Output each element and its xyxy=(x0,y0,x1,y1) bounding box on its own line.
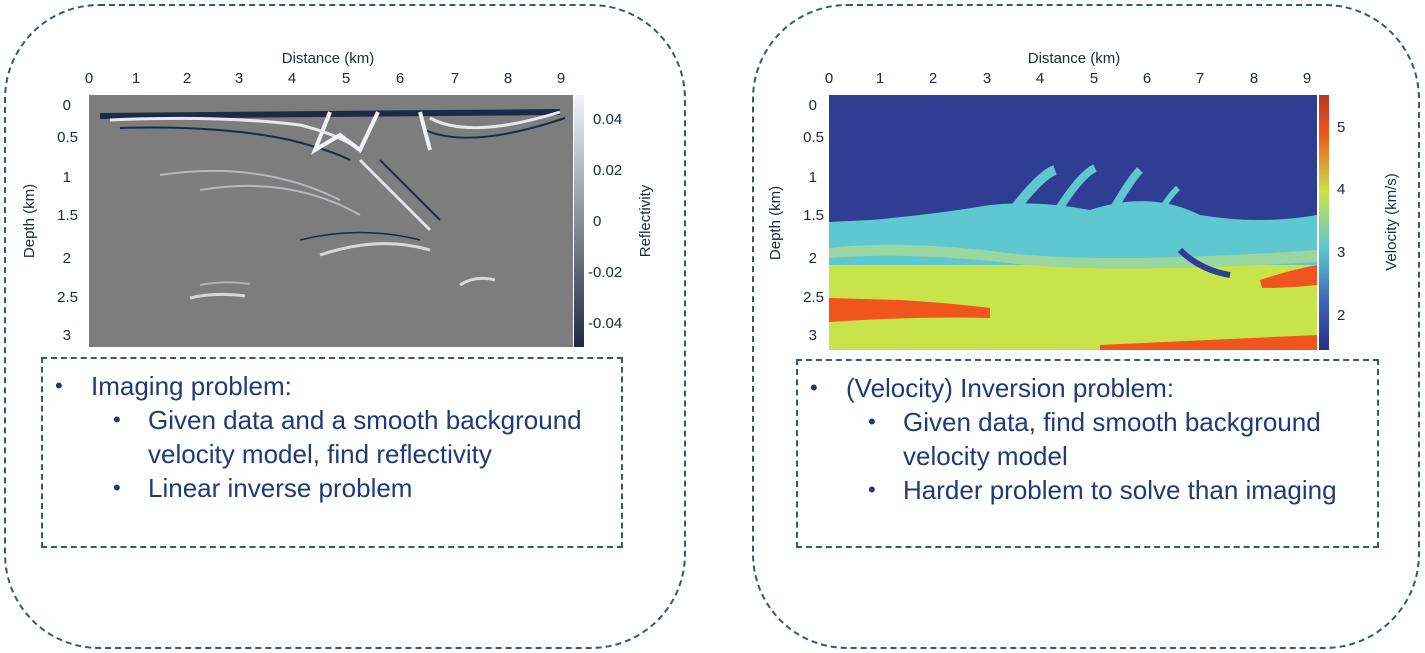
x-tick: 5 xyxy=(1090,70,1098,87)
x-tick: 5 xyxy=(342,70,350,87)
colorbar-tick: 2 xyxy=(1337,307,1345,324)
x-tick: 6 xyxy=(396,70,404,87)
velocity-model-image xyxy=(829,95,1317,350)
bullet-dot-icon: • xyxy=(868,477,876,502)
y-tick: 0.5 xyxy=(57,129,78,146)
y-tick: 2 xyxy=(809,250,817,267)
colorbar-title: Reflectivity xyxy=(637,184,654,257)
colorbar-tick: -0.02 xyxy=(588,264,622,281)
bullet-item: • Imaging problem: xyxy=(43,369,621,403)
y-axis-title: Depth (km) xyxy=(21,184,38,258)
y-tick: 0.5 xyxy=(803,129,824,146)
sub-bullet-item: • Harder problem to solve than imaging xyxy=(798,473,1377,507)
colorbar-tick-labels: 0.04 0.02 0 -0.02 -0.04 xyxy=(588,111,622,332)
bullet-text: Linear inverse problem xyxy=(148,473,413,503)
sub-bullet-item: • Given data and a smooth background vel… xyxy=(43,403,621,471)
reflectivity-image xyxy=(89,95,573,347)
x-tick: 7 xyxy=(451,70,459,87)
x-tick: 1 xyxy=(876,70,884,87)
colorbar-tick: -0.04 xyxy=(588,315,622,332)
x-tick: 9 xyxy=(1303,70,1311,87)
bullet-text: Harder problem to solve than imaging xyxy=(903,475,1337,505)
colorbar xyxy=(574,95,584,347)
y-tick: 1 xyxy=(809,169,817,186)
y-tick: 0 xyxy=(63,97,71,114)
imaging-problem-box: • Imaging problem: • Given data and a sm… xyxy=(41,357,623,548)
colorbar-tick-labels: 5 4 3 2 xyxy=(1337,119,1345,324)
x-tick-labels: 0 1 2 3 4 5 6 7 8 9 xyxy=(825,70,1311,87)
colorbar-tick: 0.04 xyxy=(593,111,622,128)
bullet-dot-icon: • xyxy=(868,409,876,434)
x-tick: 2 xyxy=(183,70,191,87)
x-tick: 4 xyxy=(288,70,296,87)
x-tick: 0 xyxy=(825,70,833,87)
x-tick: 7 xyxy=(1196,70,1204,87)
x-tick: 8 xyxy=(1250,70,1258,87)
y-tick: 0 xyxy=(809,97,817,114)
colorbar-tick: 0 xyxy=(593,213,601,230)
bullet-text: Given data, find smooth background veloc… xyxy=(903,407,1321,471)
y-tick: 1.5 xyxy=(803,207,824,224)
inversion-panel xyxy=(752,4,1420,649)
bullet-text: (Velocity) Inversion problem: xyxy=(846,373,1175,403)
y-axis-title: Depth (km) xyxy=(767,186,784,260)
sub-bullet-item: • Linear inverse problem xyxy=(43,471,621,505)
imaging-panel xyxy=(4,4,686,649)
bullet-dot-icon: • xyxy=(113,475,121,500)
bullet-text: Imaging problem: xyxy=(91,371,292,401)
x-tick-labels: 0 1 2 3 4 5 6 7 8 9 xyxy=(85,70,565,87)
y-tick: 2 xyxy=(63,250,71,267)
colorbar-title: Velocity (km/s) xyxy=(1383,173,1400,271)
colorbar-tick: 4 xyxy=(1337,181,1345,198)
x-tick: 8 xyxy=(504,70,512,87)
x-tick: 2 xyxy=(929,70,937,87)
y-tick: 3 xyxy=(63,327,71,344)
colorbar-tick: 5 xyxy=(1337,119,1345,136)
x-tick: 4 xyxy=(1036,70,1044,87)
bullet-dot-icon: • xyxy=(55,373,63,398)
colorbar-tick: 0.02 xyxy=(593,162,622,179)
y-tick: 1.5 xyxy=(57,207,78,224)
reflectivity-figure: Distance (km) 0 1 2 3 4 5 6 7 8 9 Depth … xyxy=(21,50,654,347)
bullet-dot-icon: • xyxy=(810,375,818,400)
x-axis-title: Distance (km) xyxy=(282,50,375,67)
colorbar xyxy=(1319,95,1329,350)
x-tick: 0 xyxy=(85,70,93,87)
colorbar-tick: 3 xyxy=(1337,244,1345,261)
sub-bullet-item: • Given data, find smooth background vel… xyxy=(798,405,1377,473)
y-tick: 3 xyxy=(809,327,817,344)
x-tick: 3 xyxy=(235,70,243,87)
bullet-item: • (Velocity) Inversion problem: xyxy=(798,371,1377,405)
x-tick: 9 xyxy=(557,70,565,87)
bullet-text: Given data and a smooth background veloc… xyxy=(148,405,582,469)
bullet-dot-icon: • xyxy=(113,407,121,432)
x-tick: 1 xyxy=(132,70,140,87)
x-tick: 6 xyxy=(1143,70,1151,87)
x-tick: 3 xyxy=(983,70,991,87)
y-tick: 1 xyxy=(63,169,71,186)
y-tick: 2.5 xyxy=(803,289,824,306)
y-tick-labels: 0 0.5 1 1.5 2 2.5 3 xyxy=(57,97,78,344)
x-axis-title: Distance (km) xyxy=(1028,50,1121,67)
y-tick-labels: 0 0.5 1 1.5 2 2.5 3 xyxy=(803,97,824,344)
inversion-problem-box: • (Velocity) Inversion problem: • Given … xyxy=(796,359,1379,548)
y-tick: 2.5 xyxy=(57,289,78,306)
velocity-figure: Distance (km) 0 1 2 3 4 5 6 7 8 9 Depth … xyxy=(767,50,1400,350)
